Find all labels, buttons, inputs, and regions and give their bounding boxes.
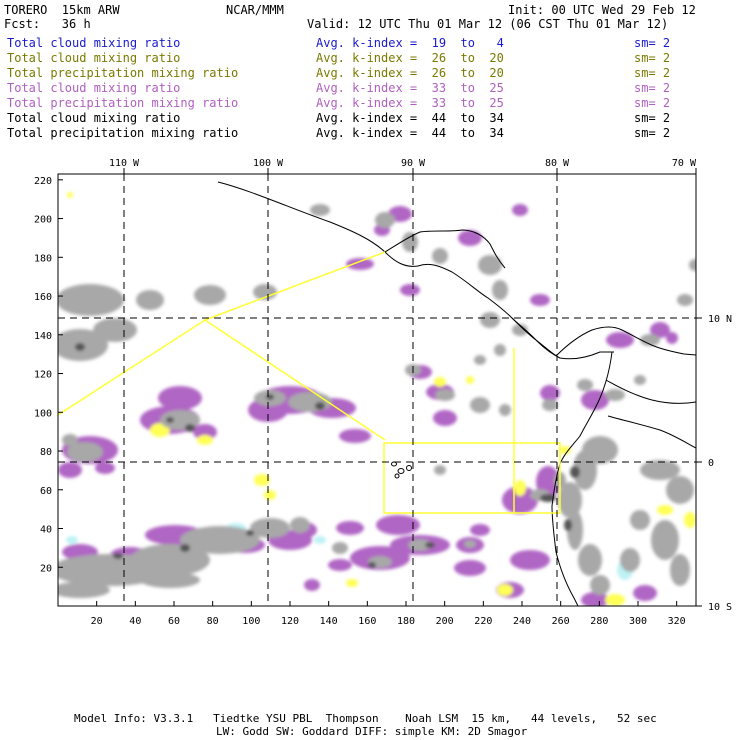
longitude-label: 90 W: [401, 158, 426, 169]
valid-time: Valid: 12 UTC Thu 01 Mar 12 (06 CST Thu …: [307, 17, 669, 31]
x-tick-label: 20: [91, 616, 103, 627]
legend-index: Avg. k-index = 26 to 20: [316, 66, 504, 80]
legend-index: Avg. k-index = 26 to 20: [316, 51, 504, 65]
physics-info: LW: Godd SW: Goddard DIFF: simple KM: 2D…: [216, 725, 528, 738]
model-info: Model Info: V3.3.1 Tiedtke YSU PBL Thomp…: [74, 712, 657, 725]
y-tick-label: 80: [40, 447, 52, 458]
forecast-hour: Fcst: 36 h: [4, 17, 91, 31]
legend-field: Total precipitation mixing ratio: [7, 66, 239, 80]
y-tick-label: 60: [40, 486, 52, 497]
legend-field: Total precipitation mixing ratio: [7, 126, 239, 140]
legend-index: Avg. k-index = 33 to 25: [316, 81, 504, 95]
model-name: TORERO 15km ARW: [4, 3, 120, 17]
x-tick-label: 180: [397, 616, 415, 627]
x-tick-label: 100: [242, 616, 260, 627]
latitude-label: 10 N: [708, 314, 732, 325]
y-tick-label: 200: [34, 215, 52, 226]
longitude-label: 70 W: [672, 158, 697, 169]
x-tick-label: 120: [281, 616, 299, 627]
legend-field: Total cloud mixing ratio: [7, 81, 181, 95]
legend-sm: sm= 2: [634, 96, 671, 110]
legend-field: Total cloud mixing ratio: [7, 111, 181, 125]
y-tick-label: 220: [34, 176, 52, 187]
y-tick-label: 140: [34, 331, 52, 342]
y-tick-label: 180: [34, 253, 52, 264]
longitude-label: 100 W: [253, 158, 284, 169]
x-tick-label: 60: [168, 616, 180, 627]
x-tick-label: 320: [668, 616, 686, 627]
legend-sm: sm= 2: [634, 81, 671, 95]
x-tick-label: 40: [129, 616, 141, 627]
x-tick-label: 240: [513, 616, 531, 627]
galapagos-islands: [391, 461, 412, 479]
x-tick-label: 140: [320, 616, 338, 627]
y-tick-label: 100: [34, 408, 52, 419]
legend-field: Total cloud mixing ratio: [7, 36, 181, 50]
domain-boxes: [58, 251, 561, 514]
legend-sm: sm= 2: [634, 111, 671, 125]
longitude-label: 80 W: [545, 158, 570, 169]
latitude-label: 0: [708, 458, 714, 469]
legend-sm: sm= 2: [634, 126, 671, 140]
longitude-label: 110 W: [109, 158, 140, 169]
x-tick-label: 200: [436, 616, 454, 627]
y-tick-label: 120: [34, 370, 52, 381]
legend-index: Avg. k-index = 19 to 4: [316, 36, 504, 50]
x-tick-label: 280: [590, 616, 608, 627]
init-time: Init: 00 UTC Wed 29 Feb 12: [508, 3, 696, 17]
y-tick-label: 20: [40, 563, 52, 574]
graticule: [58, 174, 696, 606]
plot-frame: [57, 173, 697, 607]
legend-sm: sm= 2: [634, 66, 671, 80]
legend-sm: sm= 2: [634, 36, 671, 50]
x-tick-label: 300: [629, 616, 647, 627]
legend-sm: sm= 2: [634, 51, 671, 65]
legend-field: Total precipitation mixing ratio: [7, 96, 239, 110]
x-tick-label: 80: [207, 616, 219, 627]
legend-field: Total cloud mixing ratio: [7, 51, 181, 65]
legend-index: Avg. k-index = 44 to 34: [316, 126, 504, 140]
y-tick-label: 160: [34, 292, 52, 303]
organization: NCAR/MMM: [226, 3, 284, 17]
legend-index: Avg. k-index = 33 to 25: [316, 96, 504, 110]
y-tick-label: 40: [40, 525, 52, 536]
latitude-label: 10 S: [708, 602, 732, 613]
legend-index: Avg. k-index = 44 to 34: [316, 111, 504, 125]
x-tick-label: 260: [552, 616, 570, 627]
x-tick-label: 160: [358, 616, 376, 627]
x-tick-label: 220: [474, 616, 492, 627]
